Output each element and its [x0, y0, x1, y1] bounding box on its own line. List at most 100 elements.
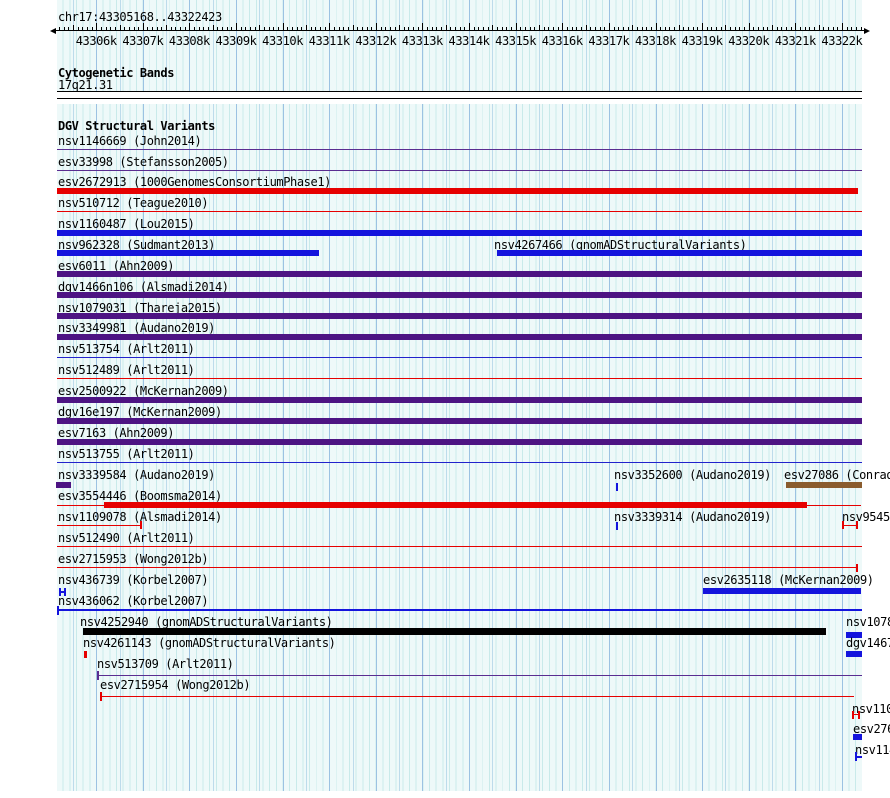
variant-label-esv3554446[interactable]: esv3554446 (Boomsma2014)	[58, 489, 222, 503]
variant-line-nsv513755[interactable]	[57, 462, 862, 463]
ruler-tick	[422, 23, 424, 30]
variant-bar-esv2672913[interactable]	[57, 188, 858, 194]
variant-label-esv2672913[interactable]: esv2672913 (1000GenomesConsortiumPhase1)	[58, 175, 331, 189]
ruler-tick	[790, 27, 792, 30]
variant-bar-esv7163[interactable]	[57, 439, 862, 445]
variant-bar-nsv3349981[interactable]	[57, 334, 862, 340]
variant-bar-nsv10786[interactable]	[846, 632, 862, 638]
variant-line-nsv513709[interactable]	[97, 675, 862, 676]
variant-label-nsv4267466[interactable]: nsv4267466 (gnomADStructuralVariants)	[494, 238, 747, 252]
ruler-tick	[823, 27, 825, 30]
variant-line-nsv436739[interactable]	[59, 591, 66, 593]
variant-label-nsv3352600[interactable]: nsv3352600 (Audano2019)	[614, 468, 771, 482]
variant-bar-esv2635118[interactable]	[703, 588, 861, 594]
variant-label-dgv16e197[interactable]: dgv16e197 (McKernan2009)	[58, 405, 222, 419]
variant-label-esv2715954[interactable]: esv2715954 (Wong2012b)	[100, 678, 251, 692]
ruler-tick-label: 43316k	[541, 34, 583, 48]
variant-label-nsv3349981[interactable]: nsv3349981 (Audano2019)	[58, 321, 215, 335]
variant-bar-nsv4267466[interactable]	[497, 250, 862, 256]
variant-label-nsv513709[interactable]: nsv513709 (Arlt2011)	[97, 657, 234, 671]
variant-label-nsv4252940[interactable]: nsv4252940 (gnomADStructuralVariants)	[80, 615, 333, 629]
gridline-major	[562, 0, 564, 791]
variant-label-nsv95455[interactable]: nsv95455	[842, 510, 890, 524]
variant-line-nsv95455[interactable]	[842, 525, 858, 526]
variant-line-nsv512489[interactable]	[57, 378, 862, 379]
ruler-axis-line	[55, 30, 864, 31]
variant-cap-nsv3339314[interactable]	[616, 522, 618, 530]
variant-line-nsv510712[interactable]	[57, 211, 862, 212]
variant-label-nsv3339584[interactable]: nsv3339584 (Audano2019)	[58, 468, 215, 482]
ruler-tick	[492, 25, 494, 30]
variant-label-nsv1109078[interactable]: nsv1109078 (Alsmadi2014)	[58, 510, 222, 524]
variant-bar-esv3554446[interactable]	[104, 502, 807, 508]
variant-cap-nsv1105[interactable]	[858, 711, 860, 719]
variant-line-esv2715953[interactable]	[57, 567, 858, 568]
variant-label-nsv512489[interactable]: nsv512489 (Arlt2011)	[58, 363, 195, 377]
variant-line-nsv436062[interactable]	[57, 609, 862, 611]
variant-line-esv3554446[interactable]	[807, 505, 861, 506]
variant-label-dgv1466n106[interactable]: dgv1466n106 (Alsmadi2014)	[58, 280, 229, 294]
variant-bar-esv6011[interactable]	[57, 271, 862, 277]
variant-cap-nsv1109078[interactable]	[140, 521, 142, 529]
variant-label-esv2635118[interactable]: esv2635118 (McKernan2009)	[703, 573, 874, 587]
variant-label-nsv10786[interactable]: nsv10786	[846, 615, 890, 629]
variant-line-nsv1105[interactable]	[852, 714, 860, 715]
variant-label-nsv512490[interactable]: nsv512490 (Arlt2011)	[58, 531, 195, 545]
variant-bar-esv27086[interactable]	[786, 482, 862, 488]
variant-bar-esv2500922[interactable]	[57, 397, 862, 403]
variant-label-esv33998[interactable]: esv33998 (Stefansson2005)	[58, 155, 229, 169]
variant-label-nsv3339314[interactable]: nsv3339314 (Audano2019)	[614, 510, 771, 524]
variant-label-esv6011[interactable]: esv6011 (Ahn2009)	[58, 259, 175, 273]
variant-line-nsv512490[interactable]	[57, 546, 862, 547]
variant-bar-dgv1467n[interactable]	[846, 651, 862, 657]
variant-label-nsv513754[interactable]: nsv513754 (Arlt2011)	[58, 342, 195, 356]
variant-label-dgv1467n[interactable]: dgv1467n	[846, 636, 890, 650]
variant-label-nsv510712[interactable]: nsv510712 (Teague2010)	[58, 196, 209, 210]
variant-cap-nsv4261143[interactable]	[84, 651, 87, 658]
variant-bar-nsv3339584[interactable]	[56, 482, 71, 488]
ruler-tick	[483, 27, 484, 30]
variant-label-nsv1160487[interactable]: nsv1160487 (Lou2015)	[58, 217, 195, 231]
ruler-tick	[664, 27, 666, 30]
variant-cap-esv2715953[interactable]	[856, 564, 858, 572]
variant-bar-esv276[interactable]	[853, 734, 862, 740]
variant-label-esv7163[interactable]: esv7163 (Ahn2009)	[58, 426, 175, 440]
ruler-tick	[501, 27, 503, 30]
variant-line-nsv114[interactable]	[855, 756, 862, 758]
variant-line-nsv513754[interactable]	[57, 357, 862, 358]
variant-label-nsv4261143[interactable]: nsv4261143 (gnomADStructuralVariants)	[83, 636, 336, 650]
cytoband-label[interactable]: 17q21.31	[58, 78, 113, 92]
variant-label-nsv962328[interactable]: nsv962328 (Sudmant2013)	[58, 238, 215, 252]
variant-line-esv3554446[interactable]	[57, 505, 104, 506]
variant-line-nsv1109078[interactable]	[57, 525, 141, 526]
variant-label-esv276[interactable]: esv276	[853, 722, 890, 736]
variant-line-esv33998[interactable]	[57, 170, 862, 171]
variant-line-esv2715954[interactable]	[100, 696, 854, 697]
variant-cap-nsv436739[interactable]	[64, 588, 66, 596]
variant-label-nsv436062[interactable]: nsv436062 (Korbel2007)	[58, 594, 209, 608]
variant-bar-nsv1079031[interactable]	[57, 313, 862, 319]
variant-label-nsv1105[interactable]: nsv1105	[852, 702, 890, 716]
variant-label-nsv1146669[interactable]: nsv1146669 (John2014)	[58, 134, 202, 148]
variant-label-nsv1079031[interactable]: nsv1079031 (Thareja2015)	[58, 301, 222, 315]
ruler-tick	[562, 23, 564, 30]
variant-label-nsv436739[interactable]: nsv436739 (Korbel2007)	[58, 573, 209, 587]
variant-label-esv2500922[interactable]: esv2500922 (McKernan2009)	[58, 384, 229, 398]
variant-bar-nsv4252940[interactable]	[83, 628, 826, 635]
ruler-tick	[72, 25, 74, 30]
variant-cap-nsv1105[interactable]	[852, 711, 854, 719]
variant-label-nsv513755[interactable]: nsv513755 (Arlt2011)	[58, 447, 195, 461]
ruler-tick	[613, 27, 615, 30]
variant-label-esv2715953[interactable]: esv2715953 (Wong2012b)	[58, 552, 209, 566]
variant-bar-nsv962328[interactable]	[57, 250, 319, 256]
variant-bar-dgv1466n106[interactable]	[57, 292, 862, 298]
variant-line-nsv1146669[interactable]	[57, 149, 862, 150]
variant-bar-nsv1160487[interactable]	[57, 230, 862, 236]
variant-cap-nsv95455[interactable]	[856, 521, 858, 529]
variant-cap-nsv3352600[interactable]	[616, 483, 618, 491]
variant-bar-dgv16e197[interactable]	[57, 418, 862, 424]
variant-label-esv27086[interactable]: esv27086 (Conrad20	[784, 468, 890, 482]
variant-label-nsv114[interactable]: nsv114	[855, 743, 890, 757]
gridline-minor	[259, 0, 261, 791]
